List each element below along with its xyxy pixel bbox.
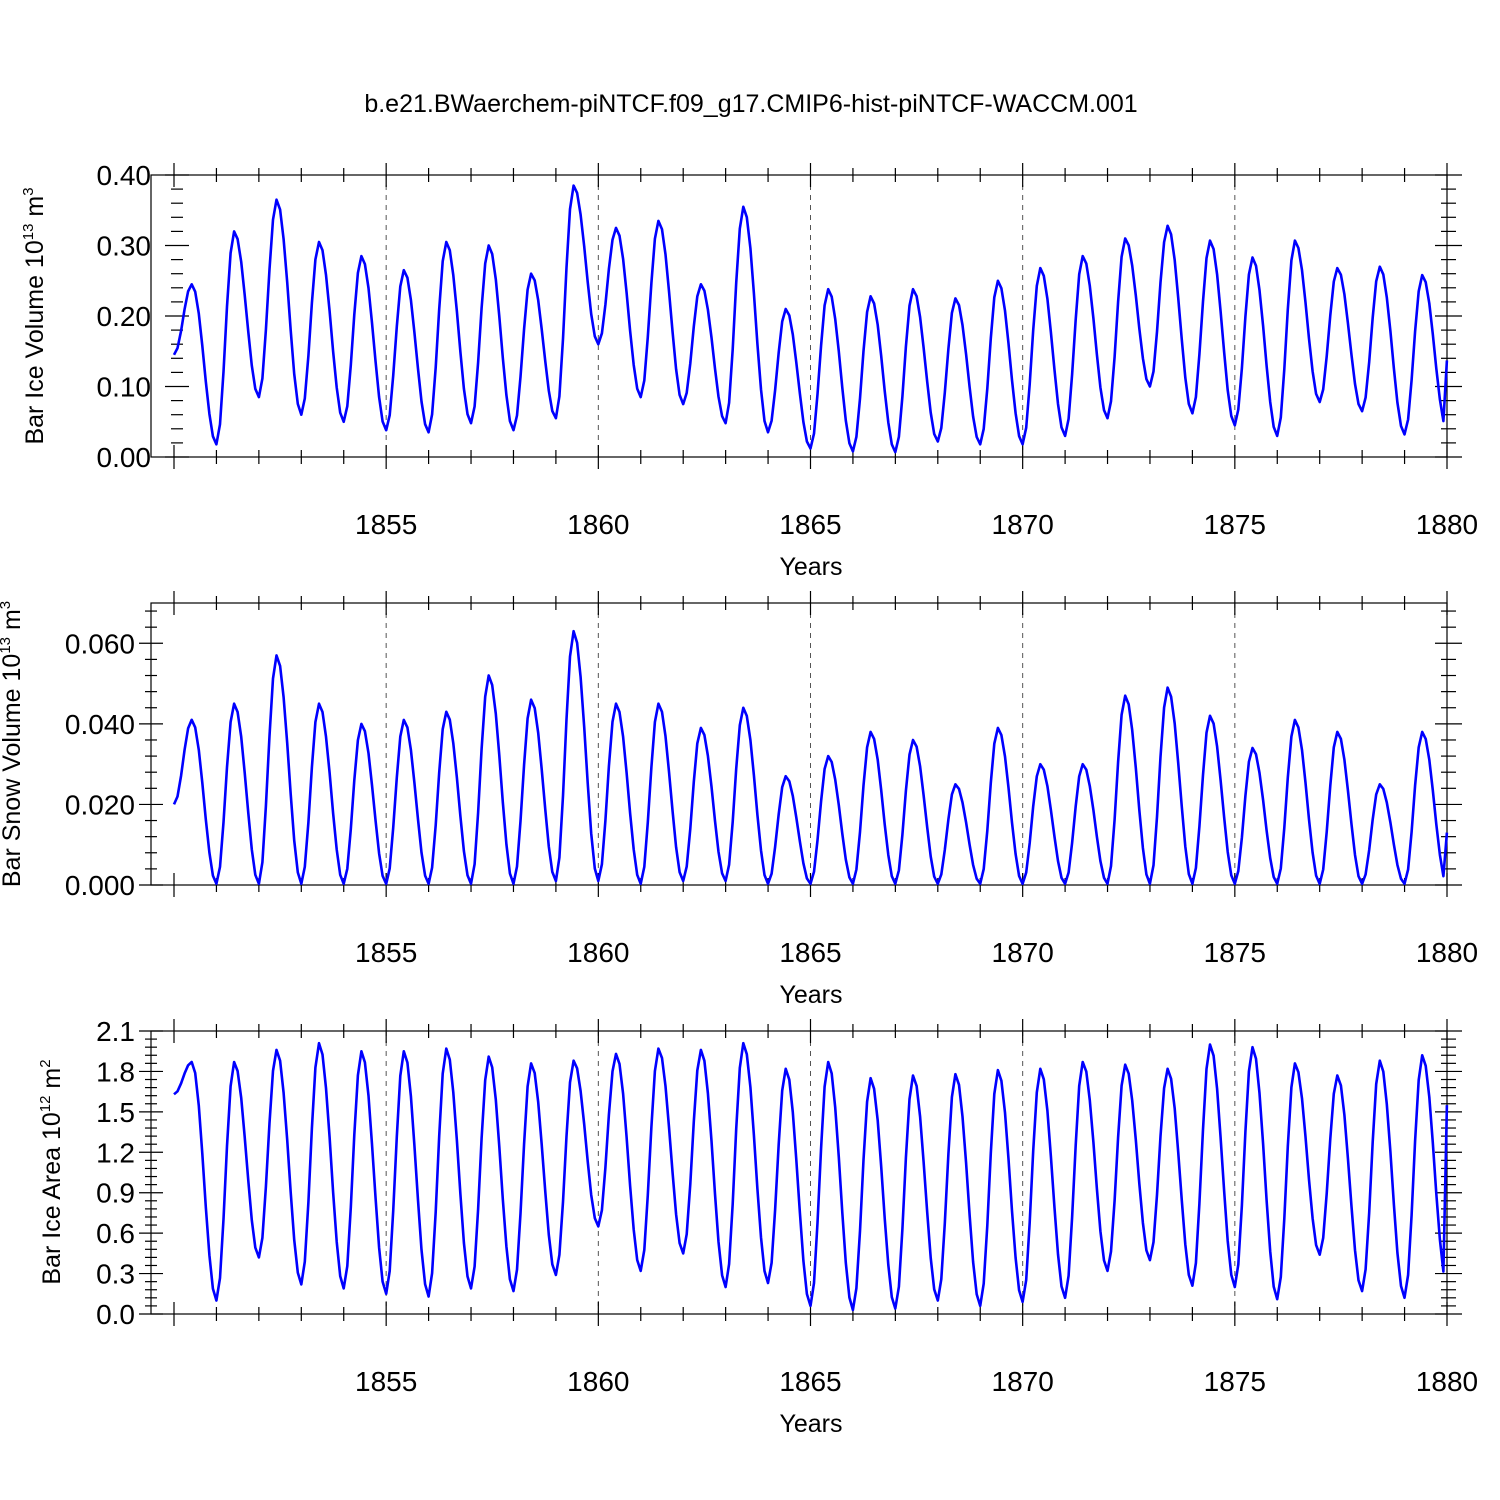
x-tick-label: 1855 [355,509,417,540]
y-tick-label: 2.1 [96,1016,135,1047]
x-tick-label: 1865 [779,509,841,540]
y-tick-label: 0.40 [97,160,152,191]
y-tick-label: 1.8 [96,1056,135,1087]
x-tick-labels: 1855 1860 1865 1870 1875 1880 [355,509,1478,540]
y-tick-label: 0.020 [65,789,135,820]
y-tick-label: 0.9 [96,1178,135,1209]
y-tick-label: 0.00 [97,442,152,473]
x-axis-label: Years [779,553,842,581]
x-tick-label: 1865 [779,1366,841,1397]
y-axis-label: Bar Snow Volume 1013 m3 [0,601,26,887]
gridlines [385,1031,1236,1314]
x-axis-label: Years [779,981,842,1009]
x-tick-labels: 1855 1860 1865 1870 1875 1880 [355,937,1478,968]
y-tick-label: 0.3 [96,1259,135,1290]
x-tick-label: 1880 [1416,509,1478,540]
x-axis-label: Years [779,1410,842,1438]
panel-ice-volume: 1855 1860 1865 1870 1875 1880 0.00 0.10 0.20 0.3… [20,160,1478,581]
plot-frame [150,602,1448,886]
y-axis-label: Bar Ice Volume 1013 m3 [20,187,49,444]
panel-snow-volume: 1855 1860 1865 1870 1875 1880 0.000 0.020 0.040… [0,591,1478,1009]
figure-title: b.e21.BWaerchem-piNTCF.f09_g17.CMIP6-his… [364,90,1137,118]
y-tick-label: 1.5 [96,1097,135,1128]
x-tick-label: 1870 [992,1366,1054,1397]
y-tick-label: 0.10 [97,372,152,403]
x-tick-label: 1880 [1416,937,1478,968]
series-line-ice-volume [172,184,1449,454]
series-line-snow-volume [172,629,1449,886]
y-tick-label: 0.20 [97,301,152,332]
y-tick-label: 0.000 [65,870,135,901]
y-tick-labels: 0.00 0.10 0.20 0.30 0.40 [97,160,152,473]
x-tick-label: 1875 [1204,937,1266,968]
x-tick-labels: 1855 1860 1865 1870 1875 1880 [355,1366,1478,1397]
x-tick-label: 1870 [992,937,1054,968]
y-tick-labels: 0.0 0.3 0.6 0.9 1.2 1.5 1.8 2.1 [96,1016,135,1330]
panel-ice-area: 1855 1860 1865 1870 1875 1880 0.0 0.3 0.6 0.9 1.2… [37,1016,1478,1438]
x-tick-label: 1855 [355,1366,417,1397]
y-tick-label: 0.30 [97,231,152,262]
x-tick-label: 1880 [1416,1366,1478,1397]
series-line-ice-area [173,1041,1449,1312]
y-tick-label: 0.060 [65,628,135,659]
y-tick-label: 0.6 [96,1218,135,1249]
x-tick-label: 1855 [355,937,417,968]
y-tick-labels: 0.000 0.020 0.040 0.060 [65,628,135,901]
x-tick-label: 1870 [992,509,1054,540]
y-tick-label: 0.0 [96,1299,135,1330]
gridlines [385,603,1236,885]
x-tick-label: 1860 [567,1366,629,1397]
x-tick-label: 1860 [567,937,629,968]
y-tick-label: 1.2 [96,1137,135,1168]
y-tick-label: 0.040 [65,709,135,740]
gridlines [385,175,1236,457]
x-tick-label: 1875 [1204,1366,1266,1397]
x-tick-label: 1860 [567,509,629,540]
x-tick-label: 1875 [1204,509,1266,540]
ticks [139,1019,1462,1326]
y-axis-label: Bar Ice Area 1012 m2 [37,1059,66,1284]
plot-frame [150,1030,1448,1315]
x-tick-label: 1865 [779,937,841,968]
